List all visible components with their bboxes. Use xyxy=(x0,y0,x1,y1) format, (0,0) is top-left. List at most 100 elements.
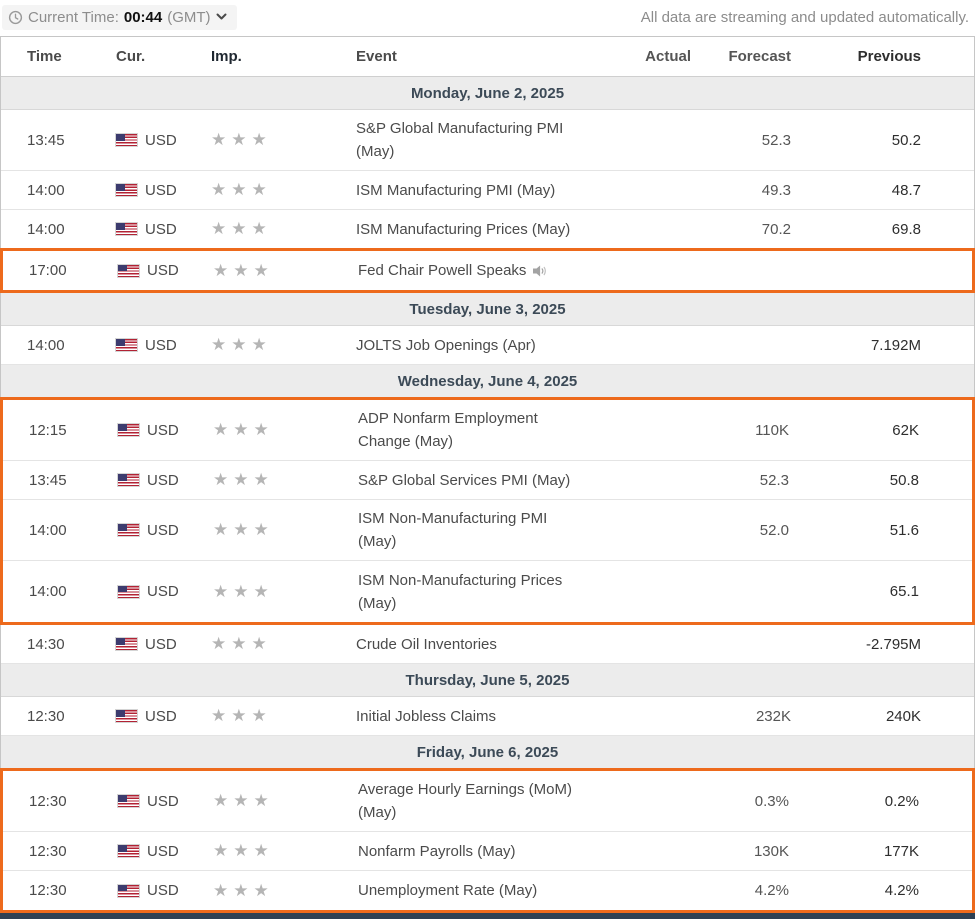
speaker-icon[interactable] xyxy=(533,264,549,278)
event-row[interactable]: 13:45 USD ★★★ S&P Global Services PMI (May)… xyxy=(3,461,972,500)
time-cell: 12:30 xyxy=(29,792,67,810)
star-icon: ★ xyxy=(233,841,254,860)
importance-cell: ★★★ xyxy=(185,634,331,654)
currency-code: USD xyxy=(147,262,179,279)
us-flag-icon xyxy=(118,424,139,436)
star-icon: ★ xyxy=(231,219,252,238)
time-cell: 13:45 xyxy=(27,131,65,149)
currency-cell: USD xyxy=(89,708,185,725)
importance-stars: ★★★ xyxy=(213,420,274,439)
event-row[interactable]: 12:30 USD ★★★ Unemployment Rate (May) 4.2% 4.… xyxy=(3,871,972,910)
importance-cell: ★★★ xyxy=(185,706,331,726)
time-cell: 12:30 xyxy=(29,882,67,899)
timezone-label: (GMT) xyxy=(167,8,211,26)
importance-stars: ★★★ xyxy=(211,706,272,725)
star-icon: ★ xyxy=(213,841,234,860)
currency-code: USD xyxy=(145,635,177,653)
time-cell: 12:30 xyxy=(27,707,65,725)
event-row[interactable]: 14:00 USD ★★★ ISM Non-Manufacturing PMI (May… xyxy=(3,500,972,561)
event-row[interactable]: 14:00 USD ★★★ ISM Non-Manufacturing Prices(… xyxy=(3,561,972,622)
previous-cell: 177K xyxy=(883,842,919,860)
star-icon: ★ xyxy=(233,470,254,489)
previous-cell: 50.8 xyxy=(889,471,919,489)
importance-stars: ★★★ xyxy=(211,335,272,354)
event-row[interactable]: 12:15 USD ★★★ ADP Nonfarm Employment Change … xyxy=(3,400,972,461)
event-cell[interactable]: S&P Global Manufacturing PMI (May) xyxy=(331,117,603,163)
importance-cell: ★★★ xyxy=(187,881,333,901)
event-name: Average Hourly Earnings (MoM) (May) xyxy=(358,778,572,824)
event-row[interactable]: 17:00 USD ★★★ Fed Chair Powell Speaks xyxy=(3,251,972,290)
event-name: ISM Non-Manufacturing Prices (May) xyxy=(358,569,562,615)
importance-cell: ★★★ xyxy=(187,420,333,440)
event-cell[interactable]: Initial Jobless Claims xyxy=(331,705,603,728)
us-flag-icon xyxy=(118,474,139,486)
event-cell[interactable]: ISM Non-Manufacturing Prices (May) xyxy=(333,569,601,615)
day-label: Wednesday, June 4, 2025 xyxy=(397,372,578,390)
forecast-cell: 52.3 xyxy=(761,131,791,149)
event-cell[interactable]: Average Hourly Earnings (MoM) (May) xyxy=(333,778,601,824)
event-row[interactable]: 14:00 USD ★★★ ISM Manufacturing Prices (May… xyxy=(1,210,974,249)
event-cell[interactable]: Nonfarm Payrolls (May) xyxy=(333,840,601,863)
currency-code: USD xyxy=(145,707,177,725)
event-name-line: ISM Manufacturing Prices (May) xyxy=(356,220,571,238)
event-cell[interactable]: S&P Global Services PMI (May) xyxy=(333,469,601,492)
event-name-line: Unemployment Rate (May) xyxy=(358,882,538,899)
day-label: Thursday, June 5, 2025 xyxy=(405,671,570,689)
event-cell[interactable]: ISM Manufacturing PMI (May) xyxy=(331,179,603,202)
event-name-line: ISM Non-Manufacturing Prices xyxy=(358,571,563,589)
event-name-line: JOLTS Job Openings (Apr) xyxy=(356,336,536,354)
event-cell[interactable]: ISM Non-Manufacturing PMI (May) xyxy=(333,507,601,553)
day-label: Friday, June 6, 2025 xyxy=(416,743,559,761)
star-icon: ★ xyxy=(211,180,232,199)
event-name: Unemployment Rate (May) xyxy=(358,879,537,902)
importance-cell: ★★★ xyxy=(187,470,333,490)
event-row[interactable]: 12:30 USD ★★★ Average Hourly Earnings (MoM)… xyxy=(3,771,972,832)
event-cell[interactable]: JOLTS Job Openings (Apr) xyxy=(331,334,603,357)
previous-cell: 50.2 xyxy=(891,131,921,149)
event-row[interactable]: 14:00 USD ★★★ ISM Manufacturing PMI (May) 49… xyxy=(1,171,974,210)
event-name: ADP Nonfarm Employment Change (May) xyxy=(358,407,538,453)
time-cell: 17:00 xyxy=(29,262,67,279)
column-header-event: Event xyxy=(356,48,397,65)
currency-code: USD xyxy=(147,471,179,489)
currency-code: USD xyxy=(145,131,177,149)
event-name-line: ADP Nonfarm Employment xyxy=(358,410,538,427)
currency-cell: USD xyxy=(91,793,187,810)
event-row[interactable]: 12:30 USD ★★★ Nonfarm Payrolls (May) 130K 177… xyxy=(3,832,972,871)
currency-code: USD xyxy=(147,583,179,600)
column-header-importance: Imp. xyxy=(211,48,242,65)
event-row[interactable]: 13:45 USD ★★★ S&P Global Manufacturing PMI(… xyxy=(1,110,974,171)
time-cell: 12:15 xyxy=(29,421,67,439)
importance-cell: ★★★ xyxy=(187,261,333,281)
us-flag-icon xyxy=(116,339,137,351)
event-row[interactable]: 12:30 USD ★★★ Initial Jobless Claims 232K 240… xyxy=(1,697,974,736)
us-flag-icon xyxy=(116,134,137,146)
star-icon: ★ xyxy=(233,880,254,900)
currency-cell: USD xyxy=(91,583,187,600)
importance-stars: ★★★ xyxy=(213,261,274,280)
us-flag-icon xyxy=(118,264,139,277)
event-cell[interactable]: Crude Oil Inventories xyxy=(331,633,603,656)
chevron-down-icon[interactable] xyxy=(216,13,227,21)
event-cell[interactable]: Unemployment Rate (May) xyxy=(333,879,601,902)
event-row[interactable]: 14:30 USD ★★★ Crude Oil Inventories -2.795M xyxy=(1,625,974,664)
event-name: Initial Jobless Claims xyxy=(356,705,496,728)
star-icon: ★ xyxy=(213,581,234,601)
star-icon: ★ xyxy=(253,581,274,601)
star-icon: ★ xyxy=(231,706,252,725)
star-icon: ★ xyxy=(251,706,272,725)
time-cell: 14:00 xyxy=(27,181,65,199)
event-cell[interactable]: Fed Chair Powell Speaks xyxy=(333,259,601,282)
star-icon: ★ xyxy=(233,260,254,280)
highlight-box: 12:30 USD ★★★ Average Hourly Earnings (MoM)… xyxy=(0,768,975,913)
event-name-line: ISM Non-Manufacturing PMI xyxy=(358,510,548,527)
event-row[interactable]: 14:00 USD ★★★ JOLTS Job Openings (Apr) 7.192… xyxy=(1,326,974,365)
highlight-box: 12:15 USD ★★★ ADP Nonfarm Employment Change … xyxy=(0,397,975,625)
event-name: ISM Manufacturing Prices (May) xyxy=(356,218,570,241)
column-header-previous: Previous xyxy=(857,48,921,65)
event-cell[interactable]: ADP Nonfarm Employment Change (May) xyxy=(333,407,601,453)
star-icon: ★ xyxy=(233,520,254,539)
bottom-bar xyxy=(0,913,975,919)
current-time-dropdown[interactable]: Current Time: 00:44 (GMT) xyxy=(2,4,237,30)
event-cell[interactable]: ISM Manufacturing Prices (May) xyxy=(331,218,603,241)
